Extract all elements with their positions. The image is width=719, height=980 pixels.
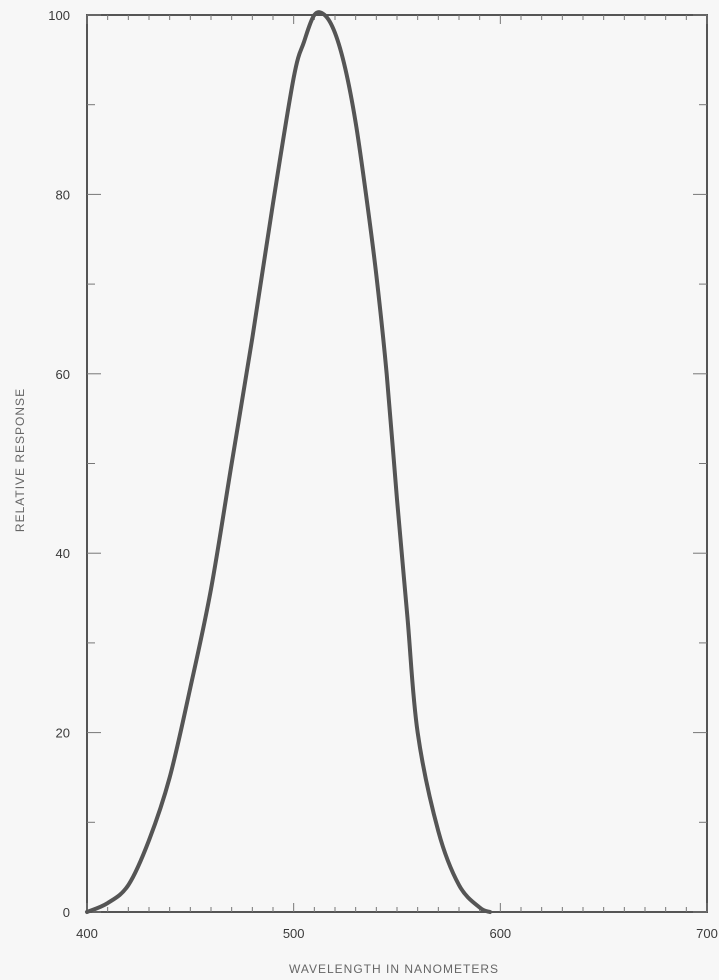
x-axis-title: WAVELENGTH IN NANOMETERS	[289, 962, 499, 976]
x-tick-label: 500	[283, 926, 305, 941]
plot-frame	[86, 14, 708, 913]
y-axis-title: RELATIVE RESPONSE	[13, 388, 27, 532]
y-tick-label: 40	[56, 546, 70, 561]
x-tick-label: 400	[76, 926, 98, 941]
y-tick-label: 100	[48, 8, 70, 23]
y-tick-label: 80	[56, 187, 70, 202]
x-tick-label: 700	[696, 926, 718, 941]
response-curve	[85, 10, 492, 914]
x-tick-label: 600	[489, 926, 511, 941]
y-tick-label: 0	[63, 905, 70, 920]
tick-labels: 400 500 600 700 0 20 40 60 80 100	[48, 8, 718, 941]
y-tick-label: 20	[56, 726, 70, 741]
tick-marks	[86, 14, 708, 913]
y-tick-label: 60	[56, 367, 70, 382]
